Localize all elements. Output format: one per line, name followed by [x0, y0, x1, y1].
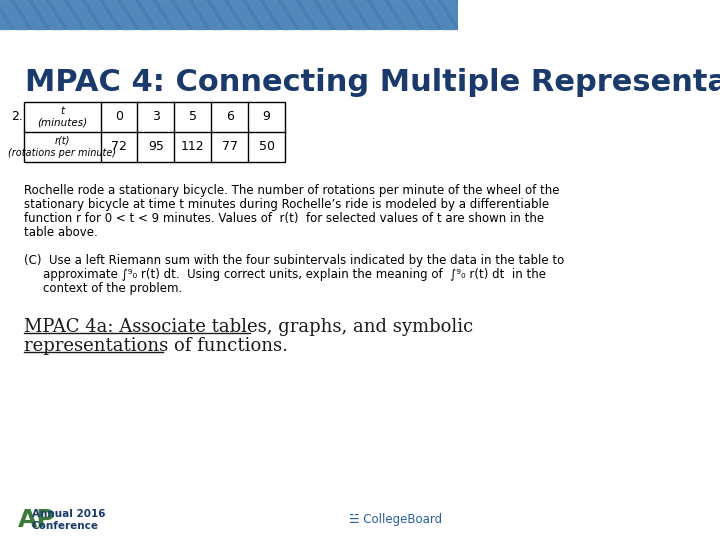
- Text: 2.: 2.: [12, 110, 23, 123]
- Text: 77: 77: [222, 140, 238, 153]
- Text: (C)  Use a left Riemann sum with the four subintervals indicated by the data in : (C) Use a left Riemann sum with the four…: [24, 254, 564, 267]
- Polygon shape: [479, 0, 509, 30]
- Text: 95: 95: [148, 140, 164, 153]
- Polygon shape: [425, 0, 455, 30]
- Text: 112: 112: [181, 140, 204, 153]
- Text: ☱ CollegeBoard: ☱ CollegeBoard: [349, 514, 442, 526]
- Polygon shape: [300, 0, 330, 30]
- Polygon shape: [176, 0, 206, 30]
- Polygon shape: [443, 0, 473, 30]
- Polygon shape: [68, 0, 99, 30]
- Polygon shape: [282, 0, 313, 30]
- Polygon shape: [247, 0, 277, 30]
- Bar: [24, 102, 285, 161]
- Polygon shape: [158, 0, 188, 30]
- Text: Conference: Conference: [32, 521, 99, 531]
- Text: t
(minutes): t (minutes): [37, 106, 87, 127]
- Polygon shape: [51, 0, 81, 30]
- Polygon shape: [336, 0, 366, 30]
- Polygon shape: [265, 0, 295, 30]
- Text: 72: 72: [111, 140, 127, 153]
- Polygon shape: [140, 0, 171, 30]
- Polygon shape: [408, 0, 438, 30]
- Text: 3: 3: [152, 110, 160, 123]
- Polygon shape: [354, 0, 384, 30]
- Polygon shape: [86, 0, 117, 30]
- Polygon shape: [33, 0, 63, 30]
- Polygon shape: [372, 0, 402, 30]
- Polygon shape: [0, 0, 28, 30]
- Text: 5: 5: [189, 110, 197, 123]
- Text: 6: 6: [226, 110, 233, 123]
- Text: MPAC 4a: Associate tables, graphs, and symbolic: MPAC 4a: Associate tables, graphs, and s…: [24, 318, 474, 336]
- Text: representations of functions.: representations of functions.: [24, 337, 288, 355]
- Text: Annual 2016: Annual 2016: [32, 509, 105, 519]
- Text: table above.: table above.: [24, 226, 98, 239]
- Polygon shape: [104, 0, 135, 30]
- Polygon shape: [122, 0, 153, 30]
- Text: 9: 9: [263, 110, 271, 123]
- Text: 0: 0: [115, 110, 123, 123]
- Text: stationary bicycle at time t minutes during Rochelle’s ride is modeled by a diff: stationary bicycle at time t minutes dur…: [24, 198, 549, 211]
- Text: MPAC 4: Connecting Multiple Representations: MPAC 4: Connecting Multiple Representati…: [25, 68, 720, 97]
- Text: approximate ∫⁹₀ r(t) dt.  Using correct units, explain the meaning of  ∫⁹₀ r(t) : approximate ∫⁹₀ r(t) dt. Using correct u…: [43, 268, 546, 281]
- Polygon shape: [15, 0, 45, 30]
- Text: Rochelle rode a stationary bicycle. The number of rotations per minute of the wh: Rochelle rode a stationary bicycle. The …: [24, 184, 559, 197]
- Text: AP: AP: [18, 508, 55, 532]
- Polygon shape: [461, 0, 491, 30]
- Polygon shape: [194, 0, 224, 30]
- Text: r(t)
(rotations per minute): r(t) (rotations per minute): [9, 136, 117, 158]
- Polygon shape: [390, 0, 420, 30]
- Polygon shape: [229, 0, 259, 30]
- Polygon shape: [318, 0, 348, 30]
- Polygon shape: [211, 0, 242, 30]
- Bar: [0, 0, 458, 30]
- Text: context of the problem.: context of the problem.: [43, 282, 182, 295]
- Text: function r for 0 < t < 9 minutes. Values of  r(t)  for selected values of t are : function r for 0 < t < 9 minutes. Values…: [24, 212, 544, 225]
- Polygon shape: [0, 0, 10, 30]
- Text: 50: 50: [258, 140, 274, 153]
